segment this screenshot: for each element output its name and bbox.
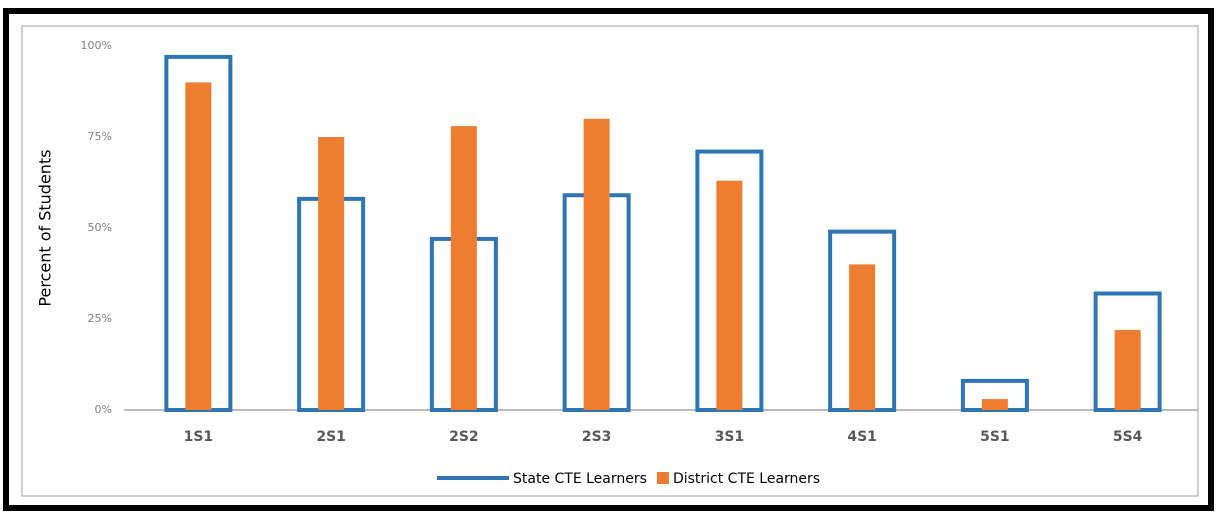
x-tick-label: 2S1 xyxy=(316,429,346,445)
x-tick-label: 5S4 xyxy=(1113,429,1143,445)
bar xyxy=(981,399,1008,410)
x-tick-label: 5S1 xyxy=(980,429,1010,445)
legend-swatch xyxy=(656,472,669,484)
y-tick-label: 75% xyxy=(88,130,112,143)
bar xyxy=(716,180,743,410)
legend-label: State CTE Learners xyxy=(513,471,647,487)
x-tick-label: 2S2 xyxy=(449,429,479,445)
y-tick-label: 25% xyxy=(88,312,112,325)
x-tick-label: 3S1 xyxy=(715,429,745,445)
x-tick-label: 4S1 xyxy=(847,429,877,445)
legend-label: District CTE Learners xyxy=(673,471,820,487)
y-tick-label: 50% xyxy=(88,221,112,234)
y-tick-label: 0% xyxy=(95,403,112,416)
bar xyxy=(849,264,876,410)
bar xyxy=(318,137,345,410)
bar xyxy=(583,118,610,411)
x-tick-label: 1S1 xyxy=(184,429,214,445)
bar xyxy=(450,126,477,410)
bar xyxy=(1114,329,1141,410)
y-tick-label: 100% xyxy=(81,39,112,52)
y-axis-title: Percent of Students xyxy=(36,149,55,306)
x-tick-label: 2S3 xyxy=(582,429,612,445)
chart-area xyxy=(21,25,1199,497)
bar xyxy=(185,82,212,411)
